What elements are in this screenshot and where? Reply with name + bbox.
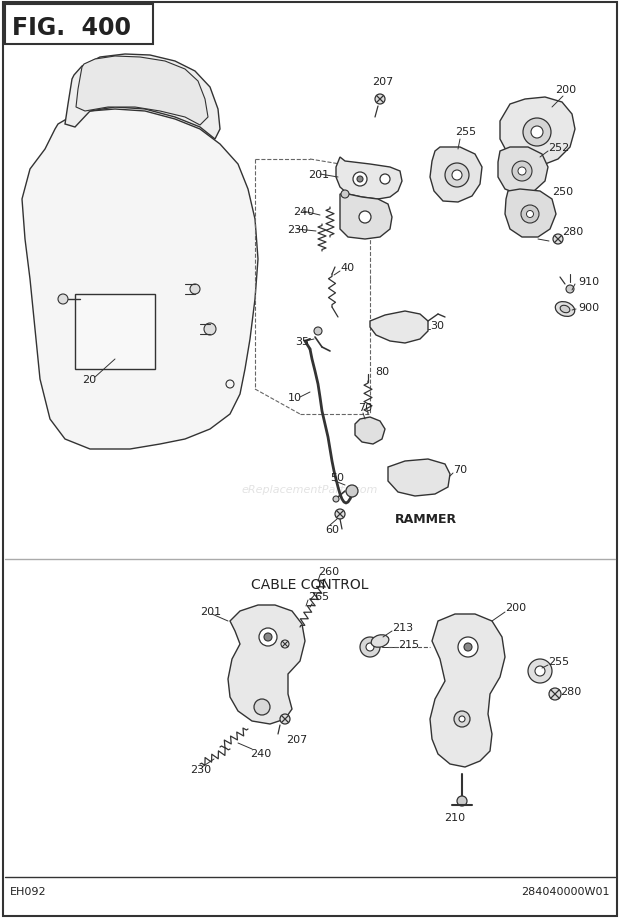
Text: 20: 20 bbox=[82, 375, 96, 384]
Circle shape bbox=[281, 641, 289, 648]
Text: 10: 10 bbox=[288, 392, 302, 403]
Circle shape bbox=[454, 711, 470, 727]
Text: 70: 70 bbox=[358, 403, 372, 413]
Text: 280: 280 bbox=[560, 686, 582, 697]
Bar bbox=[5, 5, 153, 45]
Polygon shape bbox=[430, 148, 482, 203]
Polygon shape bbox=[336, 158, 402, 199]
Circle shape bbox=[259, 629, 277, 646]
Text: 80: 80 bbox=[375, 367, 389, 377]
Polygon shape bbox=[22, 110, 258, 449]
Text: 60: 60 bbox=[325, 525, 339, 535]
Circle shape bbox=[335, 509, 345, 519]
Polygon shape bbox=[75, 295, 155, 369]
Text: 255: 255 bbox=[455, 127, 476, 137]
Text: 70: 70 bbox=[453, 464, 467, 474]
Text: 201: 201 bbox=[200, 607, 221, 617]
Circle shape bbox=[535, 666, 545, 676]
Circle shape bbox=[531, 127, 543, 139]
Text: CABLE CONTROL: CABLE CONTROL bbox=[251, 577, 369, 591]
Circle shape bbox=[341, 191, 349, 199]
Circle shape bbox=[452, 171, 462, 181]
Text: 260: 260 bbox=[318, 566, 339, 576]
Circle shape bbox=[375, 95, 385, 105]
Text: 201: 201 bbox=[308, 170, 329, 180]
Circle shape bbox=[464, 643, 472, 652]
Text: 35: 35 bbox=[295, 336, 309, 346]
Polygon shape bbox=[355, 417, 385, 445]
Polygon shape bbox=[500, 98, 575, 167]
Circle shape bbox=[566, 286, 574, 294]
Text: 40: 40 bbox=[340, 263, 354, 273]
Ellipse shape bbox=[560, 306, 570, 313]
Circle shape bbox=[457, 796, 467, 806]
Text: 50: 50 bbox=[330, 472, 344, 482]
Circle shape bbox=[366, 643, 374, 652]
Text: 240: 240 bbox=[250, 748, 272, 758]
Text: 284040000W01: 284040000W01 bbox=[521, 886, 610, 896]
Text: 252: 252 bbox=[548, 142, 569, 153]
Text: 207: 207 bbox=[286, 734, 308, 744]
Circle shape bbox=[264, 633, 272, 641]
Circle shape bbox=[458, 637, 478, 657]
Text: 900: 900 bbox=[578, 302, 599, 312]
Circle shape bbox=[280, 714, 290, 724]
Text: 240: 240 bbox=[293, 207, 314, 217]
Polygon shape bbox=[498, 148, 548, 195]
Circle shape bbox=[333, 496, 339, 503]
Polygon shape bbox=[505, 190, 556, 238]
Circle shape bbox=[523, 119, 551, 147]
Text: 213: 213 bbox=[392, 622, 413, 632]
Text: 910: 910 bbox=[578, 277, 599, 287]
Circle shape bbox=[314, 328, 322, 335]
Text: RAMMER: RAMMER bbox=[395, 513, 457, 526]
Text: 265: 265 bbox=[308, 591, 329, 601]
Polygon shape bbox=[228, 606, 305, 724]
Circle shape bbox=[190, 285, 200, 295]
Ellipse shape bbox=[556, 302, 575, 317]
Circle shape bbox=[346, 485, 358, 497]
Text: EH092: EH092 bbox=[10, 886, 46, 896]
Circle shape bbox=[518, 168, 526, 176]
Circle shape bbox=[204, 323, 216, 335]
Circle shape bbox=[359, 211, 371, 223]
Polygon shape bbox=[388, 460, 450, 496]
Text: 200: 200 bbox=[555, 85, 576, 95]
Circle shape bbox=[58, 295, 68, 305]
Circle shape bbox=[553, 234, 563, 244]
Text: 200: 200 bbox=[505, 602, 526, 612]
Polygon shape bbox=[340, 195, 392, 240]
Text: 230: 230 bbox=[287, 225, 308, 234]
Text: 230: 230 bbox=[190, 765, 211, 774]
Polygon shape bbox=[370, 312, 428, 344]
Circle shape bbox=[526, 211, 533, 218]
Circle shape bbox=[357, 176, 363, 183]
Circle shape bbox=[360, 637, 380, 657]
Polygon shape bbox=[76, 57, 208, 126]
Polygon shape bbox=[430, 614, 505, 767]
Circle shape bbox=[353, 173, 367, 187]
Text: 280: 280 bbox=[562, 227, 583, 237]
Text: 255: 255 bbox=[548, 656, 569, 666]
Text: 207: 207 bbox=[372, 77, 393, 87]
Text: 210: 210 bbox=[445, 812, 466, 823]
Circle shape bbox=[528, 659, 552, 683]
Ellipse shape bbox=[371, 635, 389, 648]
Circle shape bbox=[549, 688, 561, 700]
Circle shape bbox=[445, 164, 469, 187]
Circle shape bbox=[254, 699, 270, 715]
Text: 30: 30 bbox=[430, 321, 444, 331]
Text: FIG.  400: FIG. 400 bbox=[12, 16, 131, 40]
Text: 215: 215 bbox=[398, 640, 419, 650]
Circle shape bbox=[521, 206, 539, 223]
Circle shape bbox=[512, 162, 532, 182]
Circle shape bbox=[459, 716, 465, 722]
Text: 250: 250 bbox=[552, 187, 573, 197]
Circle shape bbox=[380, 175, 390, 185]
Text: eReplacementParts.com: eReplacementParts.com bbox=[242, 484, 378, 494]
Polygon shape bbox=[65, 55, 220, 140]
